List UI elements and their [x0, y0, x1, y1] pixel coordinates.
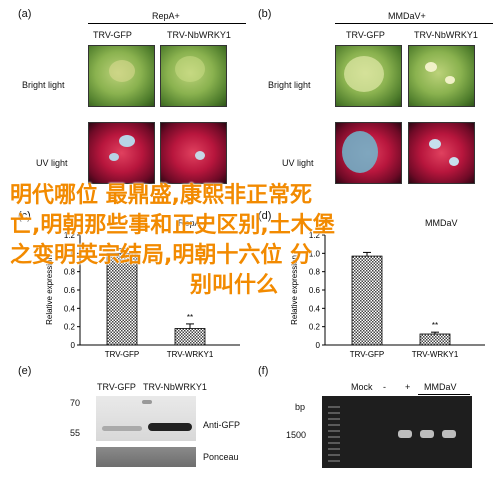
significance-label: ** [432, 321, 438, 330]
panel-a-label: (a) [18, 8, 32, 20]
significance-label: ** [187, 313, 193, 322]
chart-panel-d: 0 0.2 0.4 0.6 0.8 1.0 1.2 Relative expression TR… [290, 231, 485, 359]
panel-e-label: (e) [18, 365, 32, 377]
y-axis-title: Relative expression [45, 255, 54, 325]
dna-gel [322, 396, 472, 468]
y-tick-label: 0.4 [64, 304, 76, 313]
mw-marker-70: 70 [70, 398, 81, 408]
panel-b-col1: TRV-GFP [346, 30, 385, 40]
panel-a-row1: Bright light [22, 80, 65, 90]
watermark-line-1: 明代哪位 最鼎盛,康熙非正常死 [10, 183, 313, 208]
panel-a-col1: TRV-GFP [93, 30, 132, 40]
bar [174, 328, 206, 346]
y-tick-label: 0.4 [309, 304, 321, 313]
panel-f-label: (f) [258, 365, 269, 377]
anti-gfp-label: Anti-GFP [203, 420, 241, 430]
y-tick-label: 0.8 [64, 268, 76, 277]
panel-b-row1: Bright light [268, 80, 311, 90]
y-tick-label: 0.2 [309, 323, 321, 332]
leaf-photo-a3 [88, 122, 155, 184]
bar [351, 255, 383, 346]
leaf-photo-b2 [408, 45, 475, 107]
y-tick-label: 0 [316, 341, 321, 350]
lane-mock: Mock [351, 382, 373, 392]
panel-b-col2: TRV-NbWRKY1 [414, 30, 478, 40]
ponceau-label: Ponceau [203, 452, 239, 462]
ponceau-blot [96, 447, 196, 467]
size-1500: 1500 [286, 430, 307, 440]
leaf-photo-b1 [335, 45, 402, 107]
lane-plus: + [405, 382, 411, 392]
leaf-photo-b3 [335, 122, 402, 184]
anti-gfp-blot [96, 396, 196, 441]
panel-a-title: RepA+ [152, 11, 180, 21]
panel-b-title-rule [335, 23, 493, 24]
panel-b-row2: UV light [282, 158, 314, 168]
panel-d-header: MMDaV [425, 218, 458, 228]
lane-minus: - [383, 382, 386, 392]
y-tick-label: 1.0 [64, 249, 76, 258]
y-tick-label: 0.2 [64, 323, 76, 332]
x-tick-label: TRV-GFP [105, 350, 140, 359]
lane-mmdav: MMDaV [424, 382, 457, 392]
leaf-photo-a4 [160, 122, 227, 184]
y-tick-label: 0.6 [309, 286, 321, 295]
panel-d-label: (d) [258, 210, 272, 222]
x-tick-label: TRV-WRKY1 [167, 350, 214, 359]
y-axis-title: Relative expression [290, 255, 299, 325]
panel-a-title-rule [88, 23, 246, 24]
y-tick-label: 0 [71, 341, 76, 350]
y-tick-label: 0.6 [64, 286, 76, 295]
panel-b-title: MMDaV+ [388, 11, 426, 21]
mmdav-rule [418, 394, 470, 395]
y-tick-label: 1.0 [309, 249, 321, 258]
mw-marker-55: 55 [70, 428, 81, 438]
panel-e-col1: TRV-GFP [97, 382, 136, 392]
y-tick-label: 1.2 [64, 231, 76, 240]
bar [419, 333, 451, 346]
panel-a-col2: TRV-NbWRKY1 [167, 30, 231, 40]
bp-label: bp [295, 402, 306, 412]
panel-e-col2: TRV-NbWRKY1 [143, 382, 207, 392]
x-tick-label: TRV-WRKY1 [412, 350, 459, 359]
y-tick-label: 0.8 [309, 268, 321, 277]
x-tick-label: TRV-GFP [350, 350, 385, 359]
bar [106, 252, 138, 346]
panel-b-label: (b) [258, 8, 272, 20]
leaf-photo-b4 [408, 122, 475, 184]
panel-c-header: RepA [178, 218, 201, 228]
leaf-photo-a1 [88, 45, 155, 107]
panel-c-label: (c) [18, 210, 31, 222]
panel-a-row2: UV light [36, 158, 68, 168]
chart-panel-c: 0 0.2 0.4 0.6 0.8 1.0 1.2 Relative expression TR… [45, 231, 240, 359]
y-tick-label: 1.2 [309, 231, 321, 240]
leaf-photo-a2 [160, 45, 227, 107]
